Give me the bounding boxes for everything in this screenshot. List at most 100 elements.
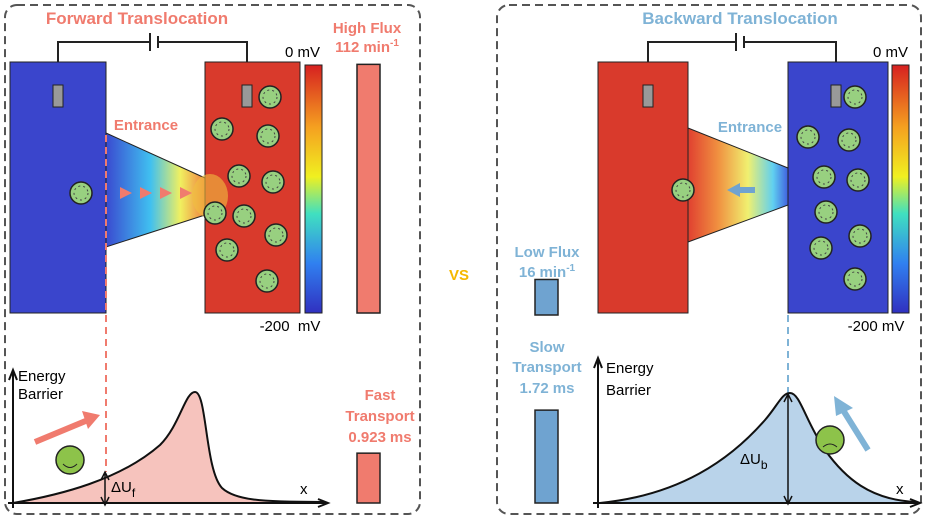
motion-arrow: [840, 408, 871, 452]
sad-face-mouth: [822, 443, 838, 448]
electrode: [241, 84, 253, 108]
value: 0.923: [348, 429, 386, 446]
axes: [8, 367, 331, 508]
motion-arrow: [834, 396, 853, 416]
delta-u: ΔUb: [740, 451, 768, 472]
delta: ΔU: [111, 479, 132, 496]
electrode: [642, 84, 654, 108]
particle: [264, 223, 288, 247]
particle: [837, 128, 861, 152]
particle: [843, 267, 867, 291]
unit-sup: -1: [566, 263, 575, 274]
value: 16: [519, 264, 536, 281]
particle-ring: [852, 228, 868, 244]
transport-label: Fast: [365, 387, 396, 404]
smiley-mouth: [62, 463, 78, 468]
delta-sub: f: [132, 486, 136, 500]
particle-ring: [800, 129, 816, 145]
panel-title: Forward Translocation: [46, 9, 228, 28]
transport-label: Slow: [529, 339, 564, 356]
flux-label: High Flux: [333, 20, 402, 37]
delta-u: ΔUf: [111, 479, 136, 500]
unit-sup: -1: [390, 38, 399, 49]
bar: [356, 63, 381, 314]
particle: [809, 236, 833, 260]
electrode: [830, 84, 842, 108]
axis-label: Barrier: [18, 386, 63, 403]
unit: ms: [553, 380, 575, 397]
electrode: [52, 84, 64, 108]
particle-ring: [268, 227, 284, 243]
particle-ring: [813, 240, 829, 256]
motion-arrow: [82, 411, 100, 429]
circuit: [57, 33, 248, 88]
delta-arrow: [100, 470, 110, 507]
particle-ring: [214, 121, 230, 137]
particle-ring: [841, 132, 857, 148]
particle-ring: [265, 174, 281, 190]
axis-label: Barrier: [606, 382, 651, 399]
energy-curve: [12, 390, 323, 504]
particle-ring: [231, 168, 247, 184]
transport-label: Transport: [345, 408, 414, 425]
particle-ring: [847, 271, 863, 287]
particle-ring: [73, 185, 89, 201]
motion-arrow: [33, 417, 90, 445]
particle: [210, 117, 234, 141]
particle: [232, 204, 256, 228]
particle: [812, 165, 836, 189]
particle: [796, 125, 820, 149]
unit: ms: [390, 429, 412, 446]
particle: [255, 269, 279, 293]
particle-ring: [818, 204, 834, 220]
flow-arrow: [727, 183, 755, 197]
unit: min: [540, 264, 567, 281]
bar: [356, 452, 381, 504]
axes: [593, 355, 923, 508]
particle: [256, 124, 280, 148]
axis-label: Energy: [18, 368, 66, 385]
particle: [843, 85, 867, 109]
x-axis-label: x: [300, 481, 308, 498]
particle-ring: [260, 128, 276, 144]
flux-label: Low Flux: [515, 244, 581, 261]
bar: [534, 409, 559, 504]
particle: [814, 200, 838, 224]
particle-ring: [850, 172, 866, 188]
color-bar: [304, 64, 323, 314]
color-bar: [891, 64, 910, 314]
particle-ring: [207, 205, 223, 221]
panel-frame: [4, 4, 421, 515]
energy-curve: [599, 391, 917, 504]
transport-value: 0.923 ms: [348, 429, 411, 446]
particle: [671, 178, 695, 202]
particle: [848, 224, 872, 248]
bar: [534, 278, 559, 316]
scale-label: -200 mV: [848, 318, 905, 335]
particle-ring: [259, 273, 275, 289]
flux-value: 112 min-1: [335, 38, 399, 56]
particle: [203, 201, 227, 225]
delta: ΔU: [740, 451, 761, 468]
particle-ring: [816, 169, 832, 185]
vs-label: VS: [449, 267, 469, 284]
scale-label: 0 mV: [285, 44, 320, 61]
scale-label: -200 mV: [260, 318, 321, 335]
value: 1.72: [520, 380, 549, 397]
flux-value: 16 min-1: [519, 263, 576, 281]
transport-value: 1.72 ms: [520, 380, 575, 397]
panel-title: Backward Translocation: [642, 9, 838, 28]
particle: [215, 238, 239, 262]
delta-arrow: [783, 392, 793, 506]
particle-ring: [262, 89, 278, 105]
circuit: [647, 33, 837, 88]
particle: [258, 85, 282, 109]
entrance-label: Entrance: [114, 117, 178, 134]
particle-ring: [219, 242, 235, 258]
particle-ring: [847, 89, 863, 105]
panel-frame: [496, 4, 922, 515]
particle: [69, 181, 93, 205]
smiley: [55, 445, 85, 475]
